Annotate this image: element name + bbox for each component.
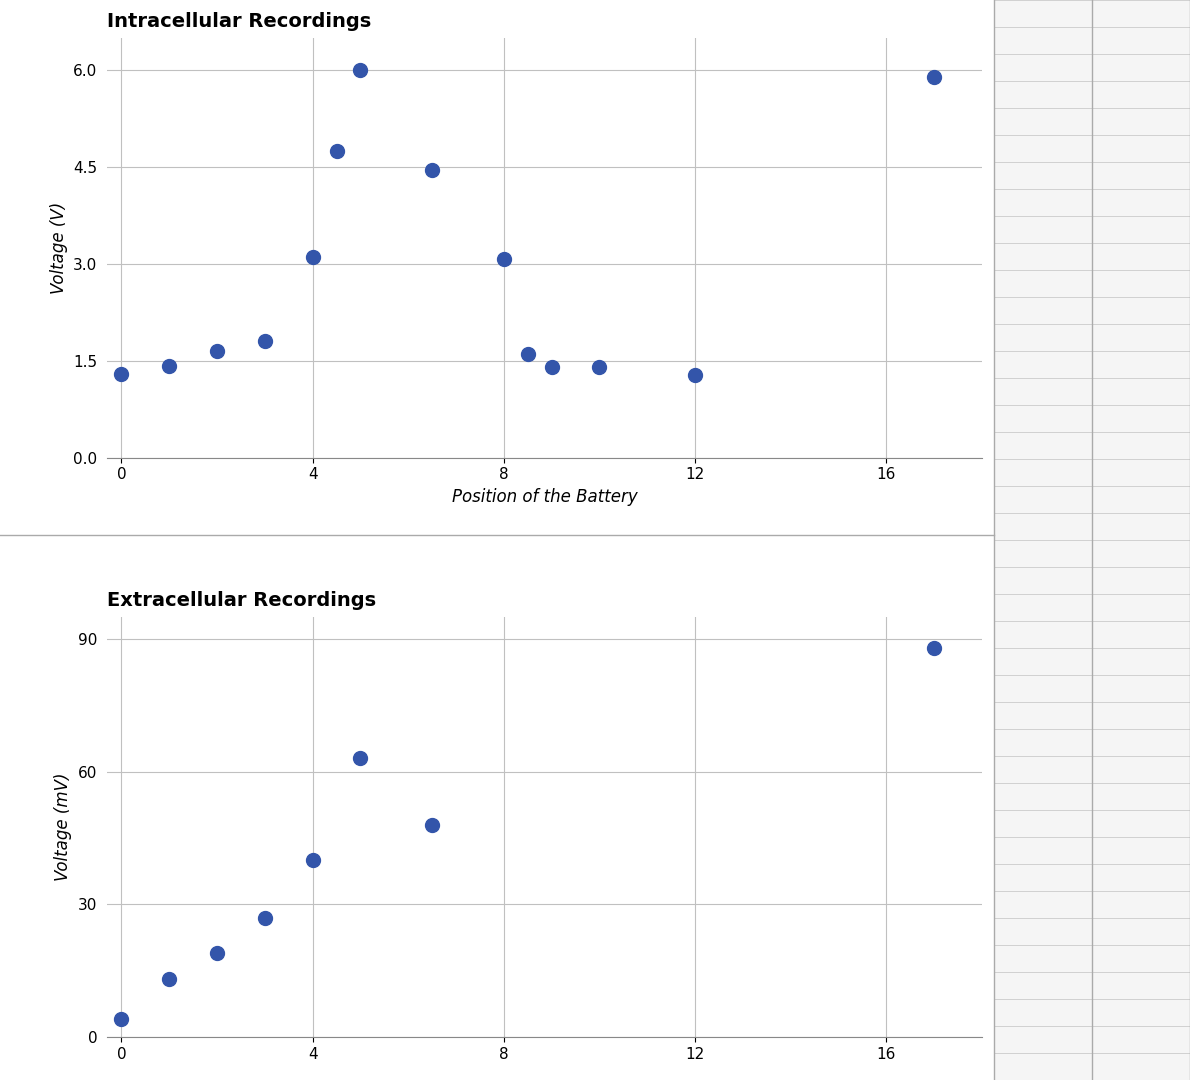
- Point: [256, 333, 275, 350]
- Point: [303, 851, 322, 868]
- Point: [303, 248, 322, 266]
- Point: [159, 971, 178, 988]
- Point: [925, 639, 944, 657]
- Point: [351, 62, 370, 79]
- Point: [351, 750, 370, 767]
- Point: [207, 342, 226, 360]
- Point: [590, 359, 609, 376]
- Y-axis label: Voltage (mV): Voltage (mV): [55, 772, 73, 881]
- Point: [422, 162, 441, 179]
- Y-axis label: Voltage (V): Voltage (V): [50, 202, 68, 294]
- Point: [256, 909, 275, 927]
- Point: [207, 944, 226, 961]
- Point: [327, 143, 346, 160]
- Point: [925, 68, 944, 85]
- Point: [685, 366, 704, 383]
- Point: [159, 357, 178, 375]
- X-axis label: Position of the Battery: Position of the Battery: [451, 488, 638, 505]
- Point: [494, 251, 513, 268]
- Point: [543, 359, 562, 376]
- Point: [112, 1011, 131, 1028]
- Point: [422, 816, 441, 834]
- Text: Extracellular Recordings: Extracellular Recordings: [107, 591, 376, 610]
- Text: Intracellular Recordings: Intracellular Recordings: [107, 12, 371, 30]
- Point: [518, 346, 537, 363]
- Point: [112, 365, 131, 382]
